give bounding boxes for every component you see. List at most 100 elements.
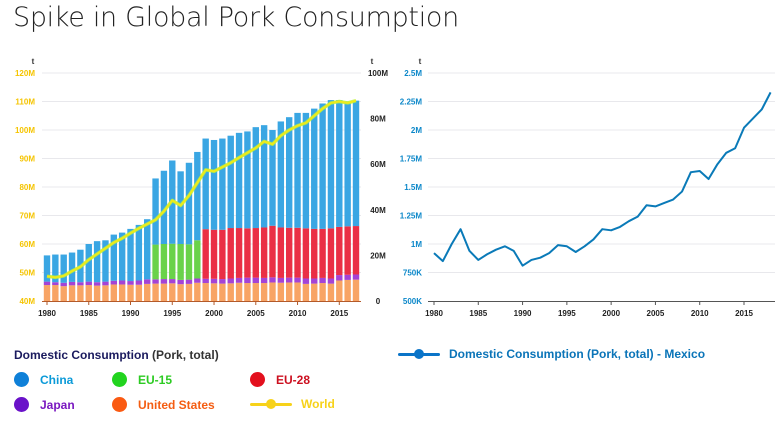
- circle-legend-icon: [250, 372, 265, 387]
- y-tick-label: 750K: [403, 269, 422, 278]
- bar-eu-28: [285, 227, 293, 278]
- x-tick-label: 2005: [247, 309, 265, 318]
- bar-japan: [144, 279, 151, 284]
- bar-china: [285, 117, 293, 228]
- bar-united-states: [311, 283, 318, 301]
- bar-united-states: [244, 283, 251, 301]
- bar-china: [252, 127, 259, 229]
- bar-japan: [344, 274, 351, 280]
- bar-japan: [294, 277, 301, 283]
- left-legend-title: Domestic Consumption (Pork, total): [14, 348, 219, 362]
- legend-item-world[interactable]: World: [250, 397, 335, 411]
- bar-japan: [194, 278, 201, 283]
- y-right-tick-label: 20M: [370, 251, 386, 260]
- y-tick-label: 1.75M: [400, 155, 423, 164]
- x-tick-label: 2015: [735, 309, 753, 318]
- right-line-chart: 500K 750K 1M 1.25M 1.5M 1.75M 2M 2.25M 2.5M t 1980…: [400, 57, 775, 318]
- bar-china: [319, 103, 326, 229]
- bar-china: [235, 132, 243, 229]
- bar-united-states: [219, 283, 226, 301]
- circle-legend-icon: [14, 397, 29, 412]
- legend-item-eu-28[interactable]: EU-28: [250, 372, 310, 387]
- legend-item-japan[interactable]: Japan: [14, 397, 75, 412]
- bar-japan: [135, 280, 143, 285]
- y-right-tick-label: 100M: [368, 69, 388, 78]
- bar-united-states: [336, 280, 343, 301]
- bar-china: [135, 224, 143, 281]
- bar-china: [144, 219, 151, 280]
- legend-title-paren: (Pork, total): [152, 348, 219, 362]
- bar-japan: [244, 277, 251, 284]
- bar-eu-28: [336, 226, 343, 276]
- y-tick-label: 500K: [403, 297, 422, 306]
- bar-united-states: [194, 282, 201, 301]
- bar-china: [277, 121, 285, 228]
- y-left-tick-label: 40M: [19, 297, 35, 306]
- x-tick-label: 1980: [425, 309, 443, 318]
- bar-japan: [77, 282, 84, 286]
- bar-japan: [60, 282, 67, 287]
- y-left-tick-label: 110M: [15, 98, 35, 107]
- legend-item-mexico[interactable]: Domestic Consumption (Pork, total) - Mex…: [398, 347, 705, 361]
- y-left-tick-label: 120M: [15, 69, 35, 78]
- x-tick-label: 1990: [122, 309, 140, 318]
- bar-eu-28: [277, 227, 285, 278]
- bar-eu-28: [210, 229, 218, 279]
- bar-japan: [169, 279, 176, 284]
- bar-united-states: [68, 285, 76, 301]
- bar-china: [194, 151, 201, 241]
- bar-japan: [43, 281, 51, 286]
- bar-japan: [269, 277, 276, 283]
- y-tick-label: 1.25M: [400, 212, 423, 221]
- bar-china: [294, 112, 301, 228]
- bar-china: [110, 234, 118, 281]
- circle-legend-icon: [112, 372, 127, 387]
- page-title: Spike in Global Pork Consumption: [13, 2, 459, 33]
- bar-united-states: [302, 283, 310, 301]
- bar-japan: [227, 278, 234, 284]
- legend-label: EU-28: [276, 372, 311, 387]
- y-left-unit-label: t: [32, 57, 35, 66]
- bar-japan: [102, 281, 109, 286]
- bar-united-states: [85, 285, 92, 301]
- legend-item-china[interactable]: China: [14, 372, 73, 387]
- bar-eu-28: [244, 228, 251, 278]
- legend-item-eu-15[interactable]: EU-15: [112, 372, 172, 387]
- bar-united-states: [269, 282, 276, 301]
- bar-japan: [210, 278, 218, 284]
- legend-label: EU-15: [138, 372, 173, 387]
- world-line: [46, 99, 357, 279]
- bar-japan: [277, 277, 285, 283]
- bar-united-states: [60, 286, 67, 301]
- y-left-tick-label: 100M: [15, 126, 35, 135]
- bar-japan: [285, 277, 293, 283]
- bar-eu-15: [185, 244, 193, 280]
- bar-china: [327, 100, 335, 229]
- y-left-tick-label: 90M: [19, 155, 35, 164]
- legend-item-united-states[interactable]: United States: [112, 397, 215, 412]
- bar-eu-15: [152, 244, 159, 280]
- bar-eu-28: [219, 229, 226, 280]
- bar-japan: [302, 278, 310, 284]
- bar-china: [60, 254, 67, 283]
- bar-china: [302, 112, 310, 229]
- y-right-tick-label: 40M: [370, 206, 386, 215]
- bar-united-states: [327, 283, 335, 301]
- y-left-tick-label: 70M: [19, 212, 35, 221]
- y-tick-label: 2M: [411, 126, 422, 135]
- bar-eu-28: [327, 228, 335, 279]
- line-legend-icon: [398, 348, 440, 360]
- x-tick-label: 2015: [330, 309, 348, 318]
- bar-united-states: [235, 282, 243, 301]
- bar-japan: [327, 278, 335, 284]
- bar-united-states: [152, 283, 159, 301]
- legend-label: United States: [138, 397, 215, 412]
- bar-united-states: [77, 285, 84, 301]
- y-tick-label: 1.5M: [404, 183, 422, 192]
- bar-united-states: [202, 283, 209, 301]
- bar-japan: [160, 279, 168, 284]
- mexico-line: [433, 91, 772, 267]
- bar-eu-15: [194, 240, 201, 279]
- bar-united-states: [252, 283, 259, 301]
